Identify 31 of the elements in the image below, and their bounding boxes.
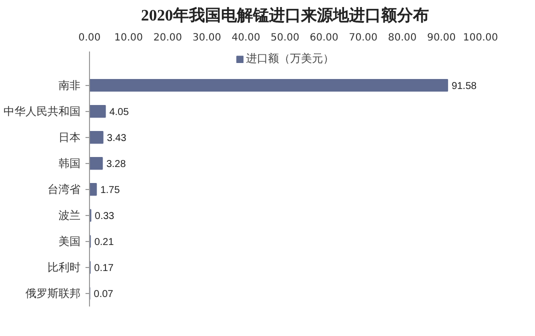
x-tick-label: 100.00 (463, 32, 498, 44)
y-tick-label: 美国 (58, 234, 80, 248)
y-tick-label: 南非 (58, 78, 80, 92)
legend-label: 进口额（万美元） (246, 51, 334, 66)
x-tick-label: 50.00 (270, 32, 300, 44)
chart-title: 2020年我国电解锰进口来源地进口额分布 (141, 6, 429, 24)
x-tick-label: 20.00 (153, 32, 182, 44)
data-label: 0.33 (94, 210, 115, 222)
y-tick-label: 台湾省 (48, 182, 80, 196)
x-tick-label: 90.00 (427, 32, 456, 44)
x-tick-label: 70.00 (348, 32, 378, 44)
x-tick-label: 30.00 (192, 32, 222, 44)
y-tick-label: 日本 (58, 130, 80, 144)
y-tick-label: 波兰 (58, 208, 80, 222)
y-tick-label: 比利时 (48, 260, 80, 274)
x-tick-label: 60.00 (310, 32, 338, 44)
data-label: 4.05 (109, 106, 130, 118)
data-label: 3.43 (106, 132, 127, 144)
x-tick-label: 80.00 (388, 32, 417, 44)
x-tick-label: 10.00 (114, 32, 143, 44)
y-tick-label: 韩国 (58, 156, 80, 170)
data-label: 91.58 (452, 80, 478, 92)
data-label: 0.07 (94, 288, 114, 300)
data-label: 0.21 (94, 236, 114, 248)
data-label: 3.28 (106, 158, 126, 170)
data-label: 1.75 (100, 184, 120, 196)
y-tick-label: 俄罗斯联邦 (26, 286, 80, 300)
x-tick-label: 40.00 (232, 32, 260, 44)
data-label: 0.17 (94, 262, 114, 274)
y-tick-label: 中华人民共和国 (4, 104, 80, 118)
x-tick-label: 0.00 (78, 32, 101, 44)
